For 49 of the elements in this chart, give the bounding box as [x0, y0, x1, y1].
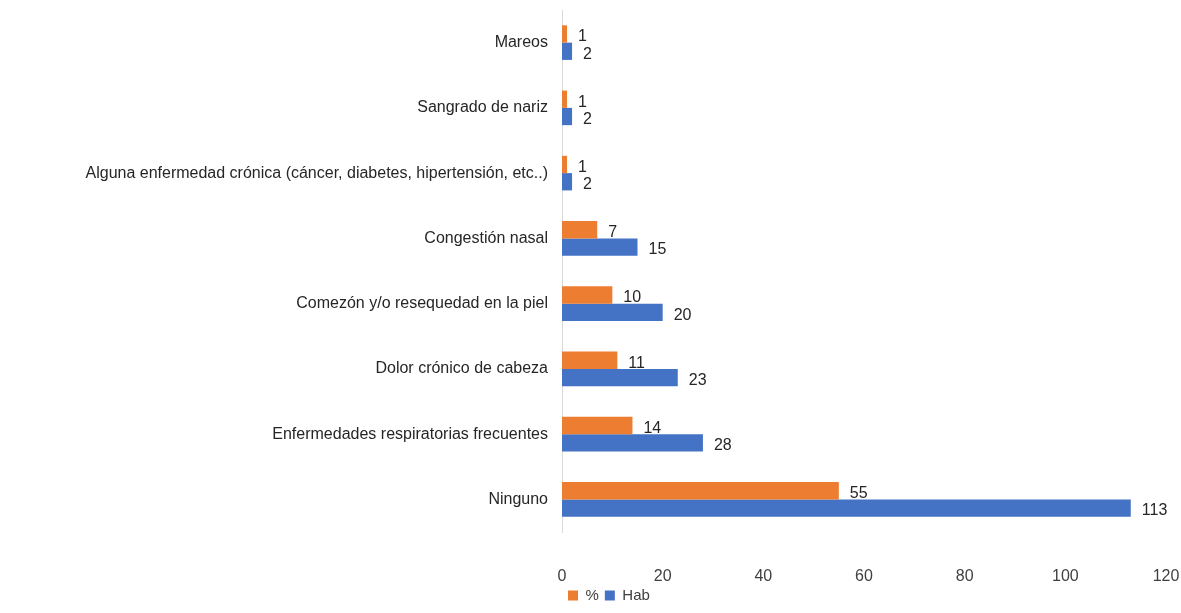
bar	[562, 221, 598, 239]
data-label: 14	[643, 418, 662, 436]
data-label: 1	[578, 92, 588, 110]
data-label: 1	[578, 157, 588, 175]
y-tick-label: Ninguno	[488, 489, 549, 507]
x-tick-label: 100	[1051, 567, 1079, 585]
x-tick-label: 20	[653, 567, 672, 585]
data-label: 2	[583, 109, 593, 127]
x-tick-label: 60	[855, 567, 873, 585]
data-label: 20	[673, 305, 692, 323]
data-label: 10	[623, 288, 642, 306]
bar	[562, 173, 573, 191]
data-label: 113	[1141, 501, 1168, 519]
bar	[562, 351, 618, 369]
bar	[562, 107, 573, 126]
data-label: 23	[688, 370, 707, 388]
bar	[562, 482, 839, 500]
data-label: 55	[849, 484, 868, 502]
data-label: 2	[583, 44, 593, 62]
data-label: 2	[583, 175, 593, 193]
data-label: 7	[608, 223, 618, 241]
bar	[562, 286, 613, 304]
legend-label: %	[585, 585, 599, 603]
y-tick-label: Enfermedades respiratorias frecuentes	[272, 424, 548, 442]
data-label: 11	[628, 353, 646, 371]
bar	[562, 25, 568, 43]
bar	[562, 238, 638, 256]
bar	[562, 303, 663, 321]
y-tick-label: Congestión nasal	[424, 228, 548, 246]
y-tick-label: Mareos	[494, 33, 548, 51]
y-tick-label: Sangrado de nariz	[417, 98, 548, 116]
bar	[562, 42, 573, 60]
x-tick-label: 120	[1152, 567, 1180, 585]
x-tick-label: 40	[754, 567, 773, 585]
data-label: 1	[578, 27, 588, 45]
bar	[562, 416, 633, 435]
y-tick-label: Alguna enfermedad crónica (cáncer, diabetes, hipertensión, etc..)	[85, 163, 548, 181]
data-label: 28	[713, 436, 732, 454]
bar	[562, 499, 1131, 517]
legend-label: Hab	[622, 585, 650, 603]
bar	[562, 155, 568, 174]
x-tick-label: 80	[955, 567, 974, 585]
bar	[562, 368, 678, 387]
y-tick-label: Comezón y/o resequedad en la piel	[296, 294, 548, 312]
x-tick-label: 0	[557, 567, 567, 585]
y-tick-label: Dolor crónico de cabeza	[375, 359, 549, 377]
bar	[562, 90, 568, 108]
bar	[562, 434, 703, 452]
data-label: 15	[648, 240, 667, 258]
